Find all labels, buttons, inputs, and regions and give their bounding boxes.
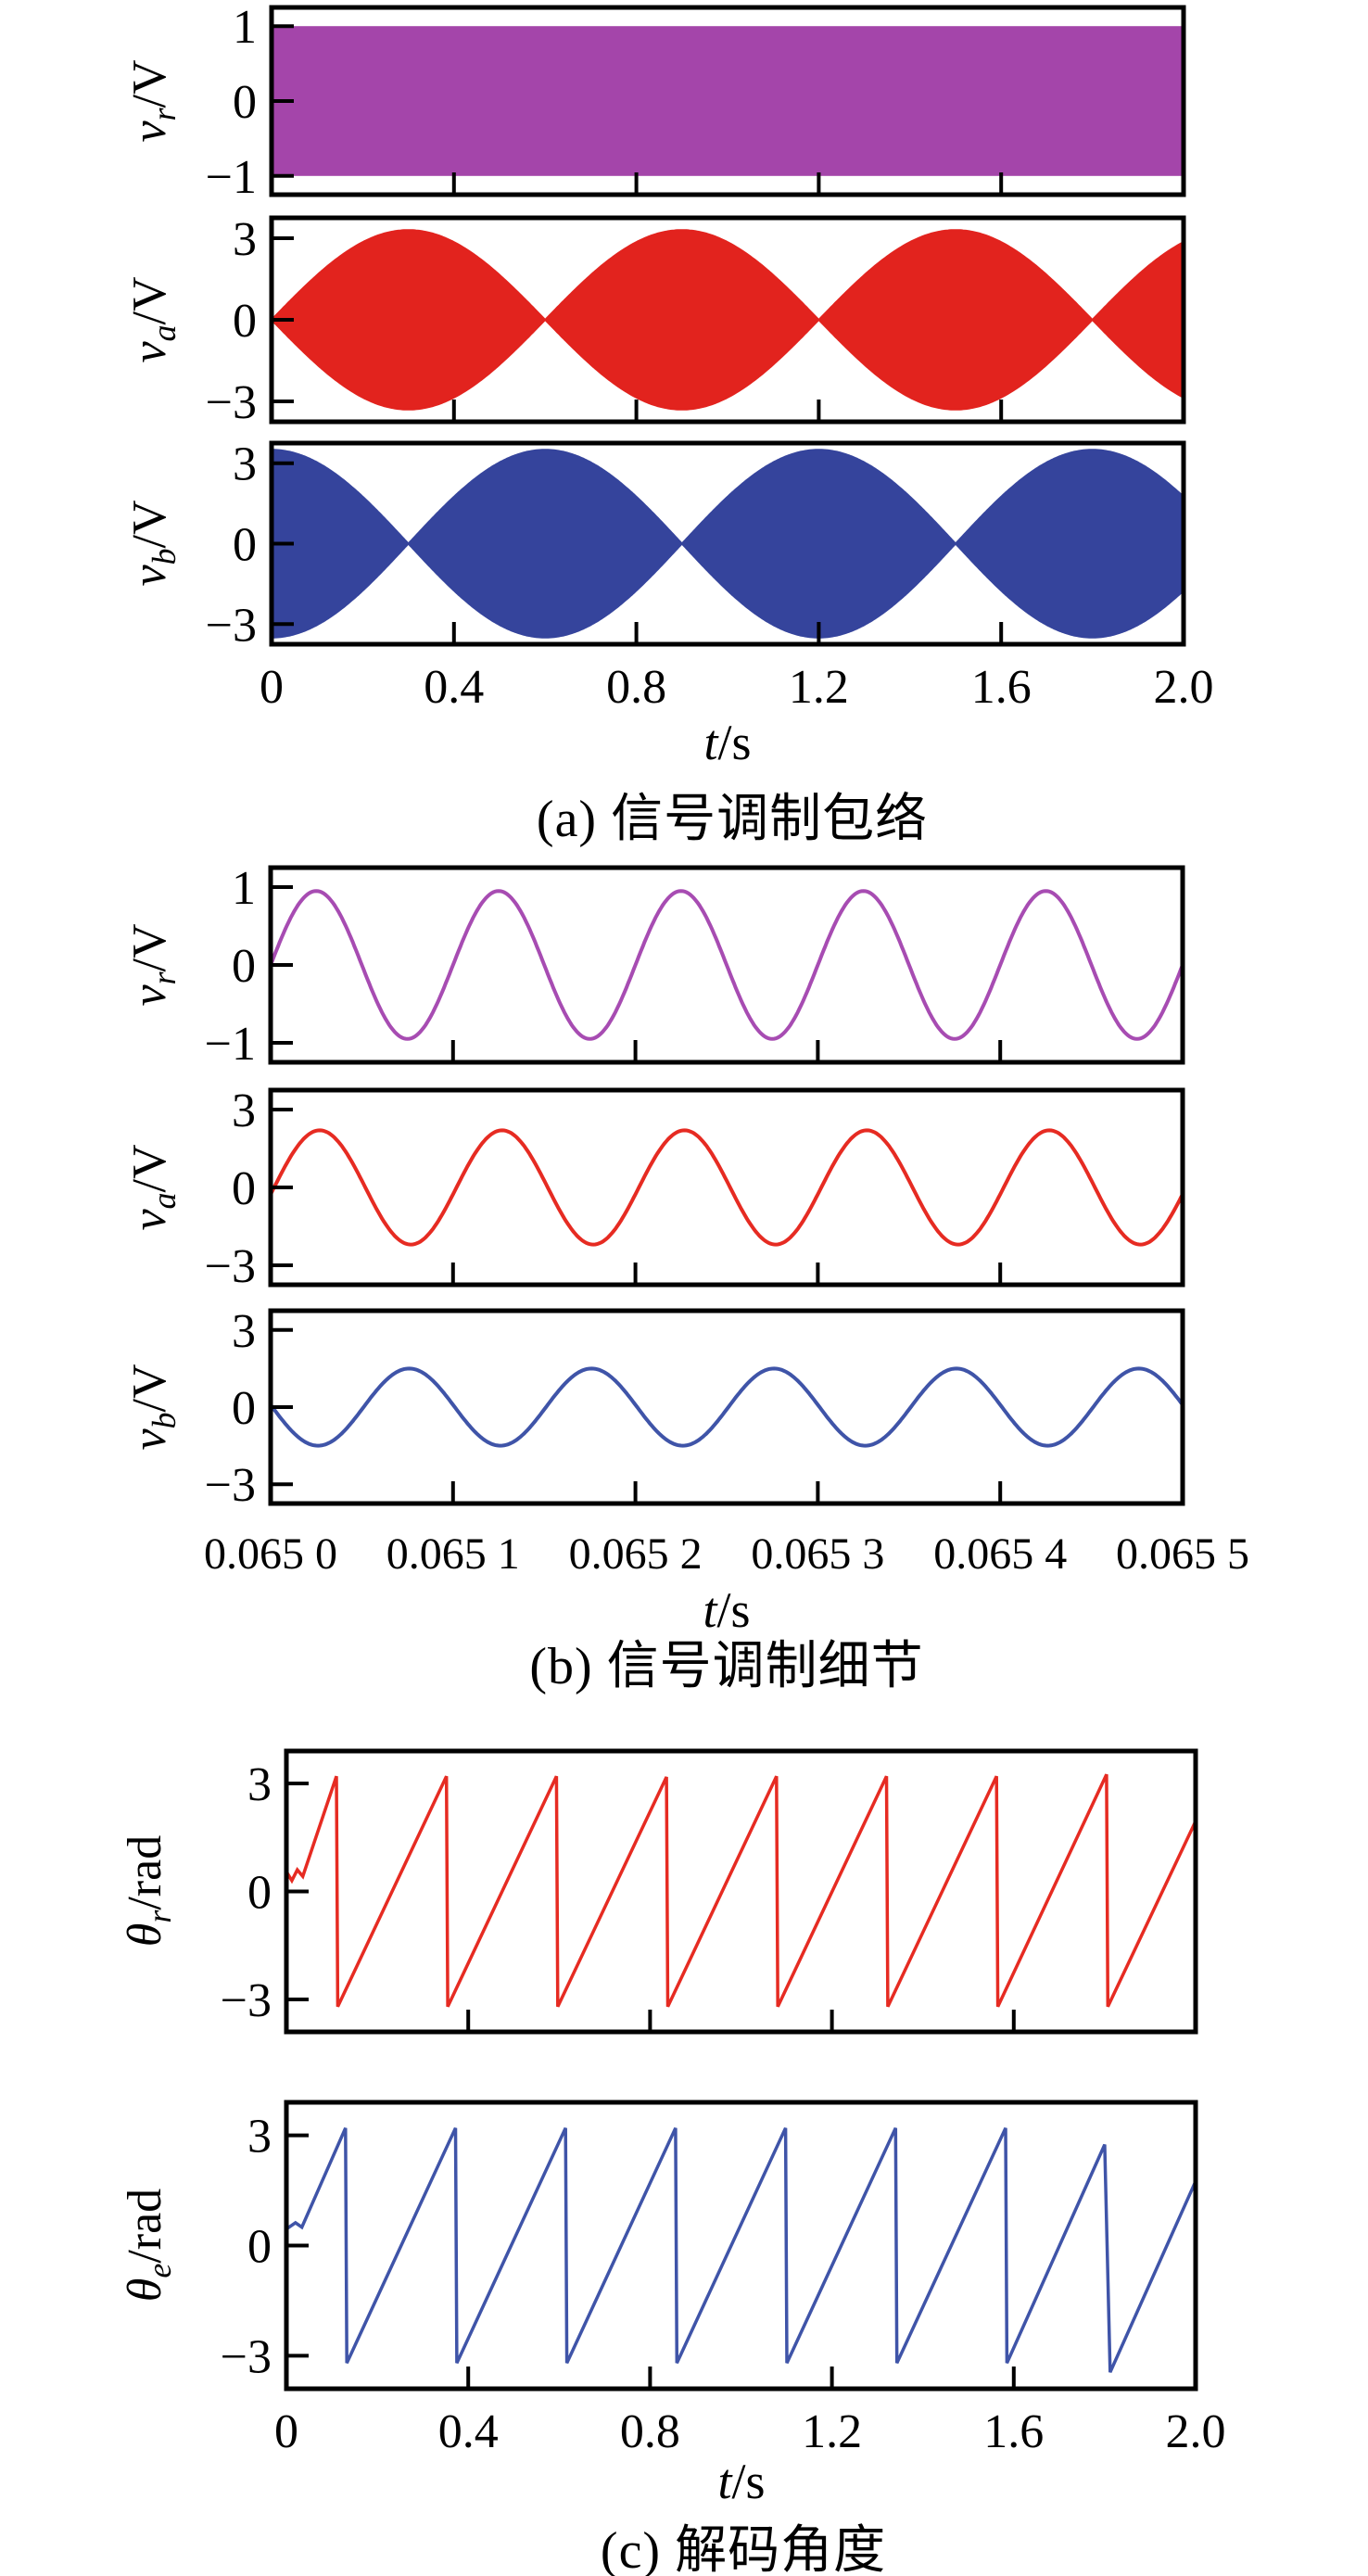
subplot-a2: 3 0 −3 xyxy=(206,213,1186,429)
xtick-label-b: 0.065 2 xyxy=(569,1529,703,1579)
subplot-a1: 1 0 −1 xyxy=(206,1,1186,204)
subplot-c2: 3 0 −3 xyxy=(221,2100,1198,2392)
xtick-label-c: 1.2 xyxy=(802,2405,862,2458)
series-va-curve xyxy=(269,1128,1184,1247)
ytick-label: 3 xyxy=(232,1085,256,1137)
ylabel-vr-panel-b: vr/V xyxy=(122,923,184,1007)
plot-box-c2 xyxy=(284,2100,1198,2392)
ytick-label: 3 xyxy=(233,213,257,266)
ytick-label: 3 xyxy=(247,1758,272,1811)
plot-box-a3 xyxy=(269,440,1186,647)
ytick-label: −3 xyxy=(221,2330,272,2383)
xtick-label-b: 0.065 3 xyxy=(751,1529,884,1579)
xtick-label-c: 2.0 xyxy=(1166,2405,1226,2458)
xtick-label-b: 0.065 5 xyxy=(1116,1529,1249,1579)
ytick-label: −1 xyxy=(206,151,257,204)
xtick-label-c: 0.8 xyxy=(620,2405,680,2458)
xtick-label-b: 0.065 1 xyxy=(386,1529,520,1579)
ytick-label: 1 xyxy=(233,1,257,54)
xtick-label-a: 0.4 xyxy=(424,661,484,714)
ytick-label: −3 xyxy=(205,1240,256,1293)
series-theta_r-curve xyxy=(285,1773,1197,2008)
xtick-label-a: 1.6 xyxy=(971,661,1032,714)
series-theta_e-curve xyxy=(285,2126,1197,2373)
series-va-envelope xyxy=(270,229,1184,411)
ylabel-theta-r-panel-c: θr/rad xyxy=(118,1834,179,1948)
xtick-label-b: 0.065 0 xyxy=(204,1529,337,1579)
xtick-label-c: 1.6 xyxy=(983,2405,1044,2458)
xtick-label-c: 0.4 xyxy=(438,2405,499,2458)
plot-box-b3 xyxy=(268,1308,1185,1506)
ytick-label: −1 xyxy=(205,1018,256,1071)
ytick-label: 1 xyxy=(232,862,256,915)
xtick-label-a: 0.8 xyxy=(606,661,666,714)
xtick-label-a: 0 xyxy=(260,661,284,714)
subplot-b1: 1 0 −1 xyxy=(205,862,1185,1071)
ylabel-theta-e-panel-c: θe/rad xyxy=(118,2188,179,2303)
ytick-label: 0 xyxy=(247,2221,272,2274)
series-vb-envelope xyxy=(271,449,1184,639)
ylabel-vr-panel-a: vr/V xyxy=(122,59,184,143)
ytick-label: 0 xyxy=(232,940,256,993)
plot-box-b1 xyxy=(268,865,1185,1065)
ytick-label: −3 xyxy=(206,599,257,652)
xtick-label-a: 2.0 xyxy=(1154,661,1214,714)
plot-box-b2 xyxy=(268,1087,1185,1288)
plot-box-c1 xyxy=(284,1748,1198,2035)
xaxis-title-panel-b: t/s xyxy=(703,1582,751,1638)
series-vr-band xyxy=(272,26,1184,176)
ytick-label: 0 xyxy=(233,76,257,129)
ytick-label: 3 xyxy=(247,2111,272,2164)
caption-panel-b: (b) 信号调制细节 xyxy=(529,1638,924,1695)
ytick-label: 3 xyxy=(233,438,257,491)
ylabel-va-panel-b: va/V xyxy=(122,1144,184,1231)
subplot-a3: 3 0 −3 xyxy=(206,438,1186,652)
ylabel-vb-panel-a: vb/V xyxy=(122,500,184,587)
ytick-label: 0 xyxy=(232,1162,256,1215)
plot-box-a2 xyxy=(269,215,1186,425)
xaxis-title-panel-a: t/s xyxy=(703,715,752,770)
ytick-label: 3 xyxy=(232,1305,256,1358)
ytick-label: 0 xyxy=(233,519,257,572)
xaxis-title-panel-c: t/s xyxy=(717,2454,766,2509)
subplot-c1: 3 0 −3 xyxy=(221,1748,1198,2035)
caption-panel-a: (a) 信号调制包络 xyxy=(536,791,929,848)
ytick-label: 0 xyxy=(233,295,257,348)
ytick-label: 0 xyxy=(247,1867,272,1920)
xtick-label-b: 0.065 4 xyxy=(933,1529,1067,1579)
subplot-b3: 3 0 −3 xyxy=(205,1305,1185,1512)
ylabel-va-panel-a: va/V xyxy=(122,276,184,363)
xtick-label-c: 0 xyxy=(274,2405,298,2458)
ytick-label: −3 xyxy=(205,1459,256,1512)
caption-panel-c: (c) 解码角度 xyxy=(600,2522,887,2576)
ylabel-vb-panel-b: vb/V xyxy=(122,1364,184,1451)
xtick-label-a: 1.2 xyxy=(789,661,849,714)
ytick-label: −3 xyxy=(221,1974,272,2027)
series-vr-curve xyxy=(269,889,1184,1041)
series-vb-curve xyxy=(269,1366,1184,1448)
plot-box-a1 xyxy=(269,5,1186,197)
ytick-label: 0 xyxy=(232,1382,256,1435)
ytick-label: −3 xyxy=(206,376,257,429)
subplot-b2: 3 0 −3 xyxy=(205,1085,1185,1293)
